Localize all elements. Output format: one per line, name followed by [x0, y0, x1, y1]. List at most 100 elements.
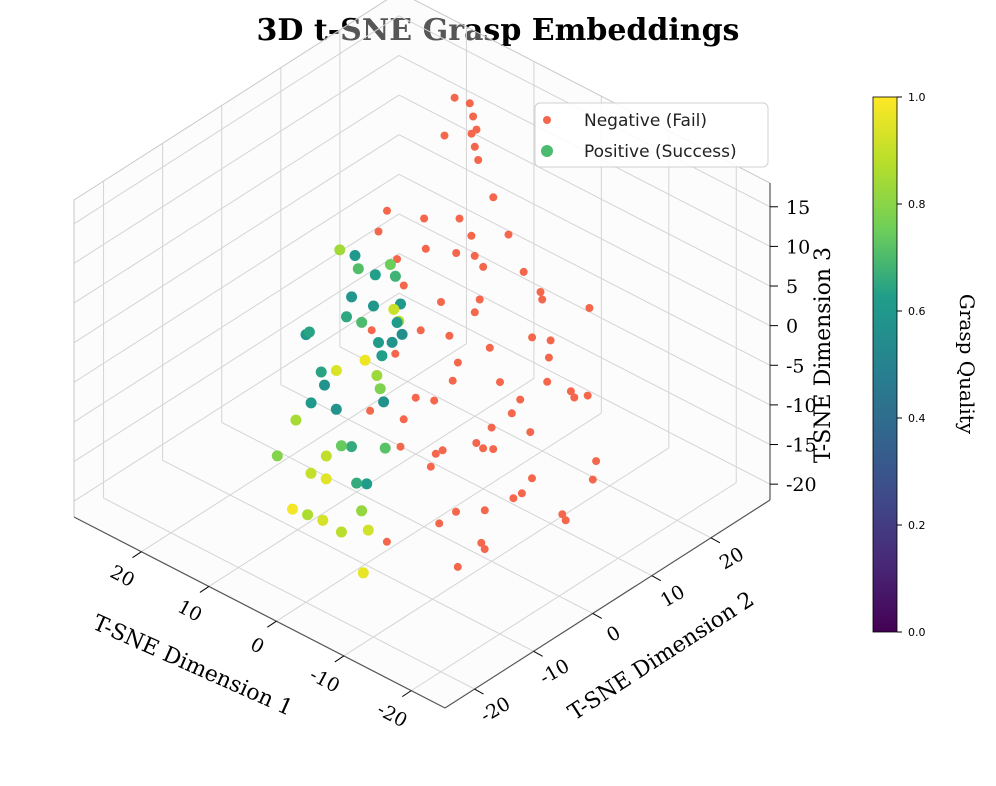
point-positive	[384, 259, 396, 270]
colorbar-label: Grasp Quality	[955, 294, 979, 435]
point-positive	[373, 337, 384, 348]
point-positive	[356, 505, 368, 517]
y-tick	[474, 688, 484, 695]
point-negative	[477, 538, 486, 547]
point-negative	[467, 231, 476, 240]
point-negative	[452, 507, 460, 516]
point-negative	[496, 378, 504, 387]
point-negative	[561, 516, 570, 525]
point-negative	[455, 214, 464, 223]
point-negative	[538, 295, 547, 304]
point-positive	[290, 414, 302, 426]
y-tick	[710, 537, 721, 544]
grid-line-z-left	[73, 253, 400, 462]
point-negative	[426, 462, 435, 471]
grid-line-z-right	[398, 213, 771, 406]
point-positive	[305, 397, 317, 409]
point-positive	[359, 354, 371, 366]
x-tick	[199, 586, 210, 593]
legend: Negative (Fail) Positive (Success)	[534, 102, 769, 168]
x-tick	[132, 551, 142, 559]
point-positive	[389, 270, 401, 282]
point-negative	[438, 446, 447, 455]
x-tick	[334, 655, 345, 663]
pane-back-left	[74, 0, 399, 517]
point-negative	[489, 445, 498, 454]
legend-label-positive: Positive (Success)	[584, 142, 737, 162]
pane-back-right	[399, 0, 770, 500]
point-positive	[352, 263, 364, 275]
point-positive	[386, 336, 398, 348]
point-negative	[391, 349, 400, 358]
colorbar-tick-label: 0.8	[908, 198, 926, 211]
point-negative	[448, 376, 457, 385]
point-negative	[480, 506, 489, 515]
point-positive	[349, 250, 361, 261]
x-axis-line	[73, 516, 446, 709]
grid-line-y-floor	[162, 459, 534, 652]
point-negative	[453, 358, 462, 367]
axes-panes	[74, 0, 770, 708]
point-positive	[330, 365, 342, 376]
point-negative	[396, 442, 405, 451]
grid-line-x-floor	[411, 482, 737, 692]
z-tick-label: 5	[786, 276, 798, 298]
point-positive	[388, 303, 400, 315]
y-tick-label: 20	[716, 543, 748, 574]
point-negative	[526, 428, 535, 437]
point-negative	[485, 343, 494, 352]
chart-title: 3D t-SNE Grasp Embeddings	[257, 13, 740, 48]
grid-line-x-floor	[343, 447, 670, 657]
point-negative	[516, 395, 525, 404]
point-negative	[470, 308, 479, 317]
y-tick	[592, 613, 602, 619]
point-positive	[305, 467, 317, 479]
point-positive	[341, 311, 352, 323]
point-negative	[479, 444, 488, 453]
point-negative	[382, 537, 391, 546]
point-negative	[431, 449, 440, 458]
point-positive	[335, 526, 347, 538]
point-positive	[315, 366, 327, 378]
point-negative	[487, 423, 496, 432]
point-negative	[479, 262, 488, 271]
y-axis-line	[444, 499, 771, 709]
point-negative	[366, 406, 375, 415]
point-positive	[371, 370, 383, 381]
point-positive	[368, 300, 379, 312]
point-negative	[489, 193, 498, 202]
z-axis-label: T-SNE Dimension 3	[811, 247, 836, 463]
x-tick-label: -20	[373, 698, 410, 732]
point-negative	[570, 393, 579, 402]
legend-marker-negative	[543, 116, 551, 124]
x-tick-label: 20	[106, 561, 138, 592]
point-positive	[330, 403, 342, 415]
point-negative	[437, 298, 445, 306]
point-negative	[430, 396, 439, 405]
point-negative	[519, 267, 528, 276]
legend-box	[534, 102, 769, 168]
point-negative	[399, 415, 408, 424]
grid-line-z-right	[398, 292, 771, 485]
colorbar-tick-label: 0.4	[908, 412, 926, 425]
point-positive	[302, 509, 314, 521]
point-positive	[362, 524, 374, 536]
point-positive	[317, 514, 329, 526]
point-positive	[287, 503, 298, 515]
grid-line-x-floor	[276, 412, 602, 622]
point-negative	[583, 391, 592, 400]
grid-line-y-floor	[103, 497, 475, 690]
point-negative	[588, 475, 597, 484]
point-negative	[467, 129, 476, 138]
y-tick-label: 10	[657, 581, 689, 612]
point-positive	[320, 473, 332, 485]
z-tick-label: 15	[786, 197, 810, 219]
point-positive	[391, 317, 403, 328]
point-positive	[319, 379, 330, 391]
z-tick-label: -10	[786, 395, 817, 417]
point-positive	[334, 244, 346, 256]
point-negative	[546, 336, 555, 345]
colorbar-tick-label: 0.2	[908, 519, 926, 532]
point-positive	[378, 396, 390, 408]
point-negative	[507, 409, 516, 418]
